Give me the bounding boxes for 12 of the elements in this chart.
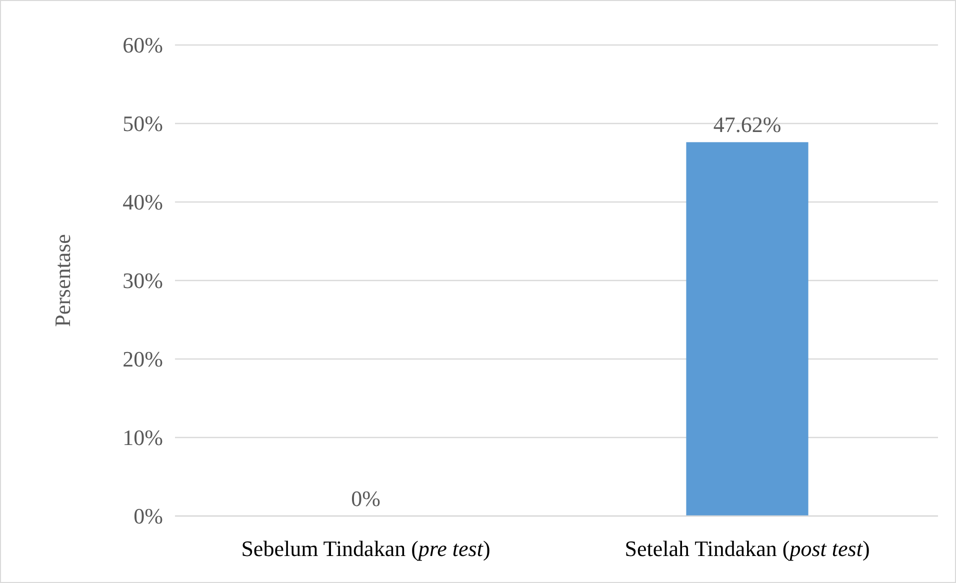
- y-tick-label: 0%: [134, 504, 163, 529]
- data-label: 0%: [351, 486, 380, 511]
- y-axis-title: Persentase: [50, 234, 75, 327]
- y-tick-label: 60%: [122, 32, 163, 58]
- y-tick-label: 20%: [122, 346, 163, 372]
- x-tick-label: Setelah Tindakan (post test): [624, 536, 870, 561]
- y-tick-label: 30%: [122, 268, 163, 294]
- y-tick-label: 50%: [122, 111, 163, 136]
- y-tick-label: 10%: [122, 425, 163, 450]
- y-tick-label: 40%: [122, 190, 163, 215]
- data-label: 47.62%: [713, 112, 782, 138]
- x-tick-label: Sebelum Tindakan (pre test): [241, 536, 490, 561]
